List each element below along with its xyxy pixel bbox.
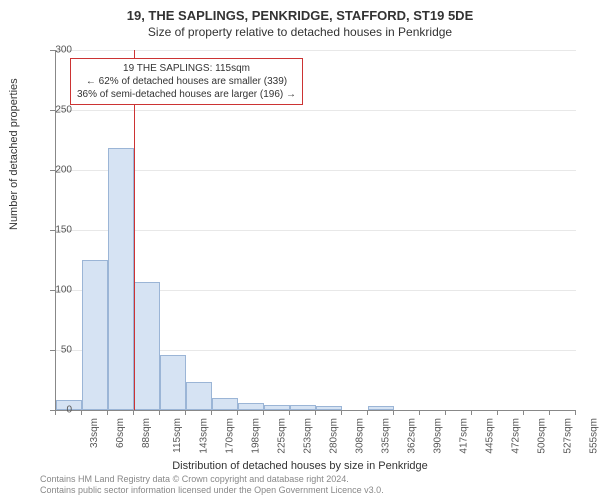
x-tick-mark xyxy=(341,410,342,415)
histogram-bar xyxy=(264,405,290,410)
x-tick-label: 472sqm xyxy=(510,418,521,454)
x-tick-mark xyxy=(289,410,290,415)
x-tick-mark xyxy=(107,410,108,415)
info-line-3: 36% of semi-detached houses are larger (… xyxy=(77,88,296,101)
x-tick-mark xyxy=(497,410,498,415)
y-tick-label: 250 xyxy=(42,105,72,116)
chart-container: 19, THE SAPLINGS, PENKRIDGE, STAFFORD, S… xyxy=(0,0,600,500)
x-tick-mark xyxy=(185,410,186,415)
x-tick-mark xyxy=(419,410,420,415)
y-axis-label: Number of detached properties xyxy=(8,78,20,230)
info-line-2: ← 62% of detached houses are smaller (33… xyxy=(77,75,296,88)
y-tick-label: 0 xyxy=(42,405,72,416)
y-tick-label: 50 xyxy=(42,345,72,356)
x-tick-label: 280sqm xyxy=(329,418,340,454)
histogram-bar xyxy=(316,406,342,410)
x-tick-mark xyxy=(159,410,160,415)
x-tick-mark xyxy=(81,410,82,415)
x-tick-label: 417sqm xyxy=(458,418,469,454)
x-tick-label: 253sqm xyxy=(303,418,314,454)
x-tick-label: 198sqm xyxy=(251,418,262,454)
attribution: Contains HM Land Registry data © Crown c… xyxy=(40,474,384,496)
y-tick-mark xyxy=(50,110,55,111)
histogram-bar xyxy=(238,403,265,410)
attribution-line-2: Contains public sector information licen… xyxy=(40,485,384,496)
x-tick-label: 170sqm xyxy=(224,418,235,454)
x-tick-label: 88sqm xyxy=(141,418,152,448)
histogram-bar xyxy=(134,282,161,410)
histogram-bar xyxy=(212,398,238,410)
x-tick-label: 115sqm xyxy=(172,418,183,453)
attribution-line-1: Contains HM Land Registry data © Crown c… xyxy=(40,474,384,485)
x-tick-label: 308sqm xyxy=(355,418,366,454)
y-tick-mark xyxy=(50,50,55,51)
info-box: 19 THE SAPLINGS: 115sqm ← 62% of detache… xyxy=(70,58,303,105)
x-tick-label: 500sqm xyxy=(537,418,548,454)
x-tick-label: 225sqm xyxy=(276,418,287,454)
x-tick-label: 445sqm xyxy=(485,418,496,454)
y-tick-mark xyxy=(50,290,55,291)
x-tick-label: 527sqm xyxy=(562,418,573,454)
x-tick-label: 390sqm xyxy=(433,418,444,454)
x-tick-mark xyxy=(445,410,446,415)
x-tick-label: 335sqm xyxy=(381,418,392,454)
x-tick-mark xyxy=(133,410,134,415)
histogram-bar xyxy=(160,355,186,410)
y-tick-mark xyxy=(50,170,55,171)
x-axis-label: Distribution of detached houses by size … xyxy=(0,460,600,472)
y-tick-mark xyxy=(50,350,55,351)
chart-title: 19, THE SAPLINGS, PENKRIDGE, STAFFORD, S… xyxy=(0,0,600,23)
x-tick-label: 362sqm xyxy=(406,418,417,454)
info-line-1: 19 THE SAPLINGS: 115sqm xyxy=(77,62,296,75)
chart-subtitle: Size of property relative to detached ho… xyxy=(0,23,600,39)
x-tick-mark xyxy=(237,410,238,415)
x-tick-mark xyxy=(263,410,264,415)
histogram-bar xyxy=(368,406,395,410)
x-tick-mark xyxy=(211,410,212,415)
x-tick-label: 60sqm xyxy=(115,418,126,448)
x-tick-label: 555sqm xyxy=(589,418,600,454)
x-tick-mark xyxy=(393,410,394,415)
histogram-bar xyxy=(82,260,109,410)
y-tick-label: 200 xyxy=(42,165,72,176)
histogram-bar xyxy=(290,405,317,410)
y-tick-label: 300 xyxy=(42,45,72,56)
x-tick-label: 33sqm xyxy=(89,418,100,448)
x-tick-mark xyxy=(367,410,368,415)
x-tick-label: 143sqm xyxy=(199,418,210,454)
x-tick-mark xyxy=(315,410,316,415)
y-tick-label: 100 xyxy=(42,285,72,296)
histogram-bar xyxy=(186,382,213,410)
x-tick-mark xyxy=(549,410,550,415)
x-tick-mark xyxy=(55,410,56,415)
y-tick-label: 150 xyxy=(42,225,72,236)
y-tick-mark xyxy=(50,230,55,231)
x-tick-mark xyxy=(471,410,472,415)
histogram-bar xyxy=(108,148,134,410)
x-tick-mark xyxy=(523,410,524,415)
x-tick-mark xyxy=(575,410,576,415)
